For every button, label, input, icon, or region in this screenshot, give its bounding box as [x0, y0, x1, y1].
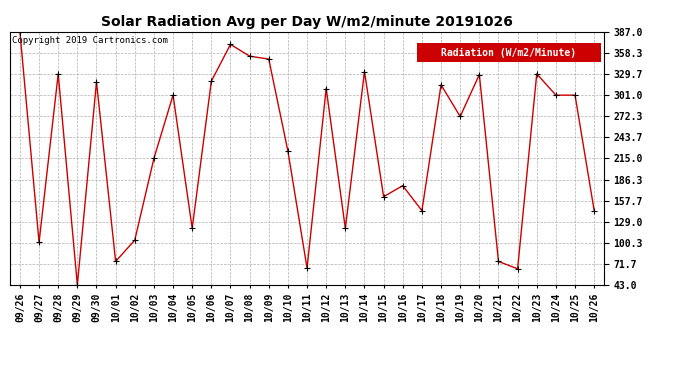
- FancyBboxPatch shape: [417, 43, 601, 62]
- Text: Copyright 2019 Cartronics.com: Copyright 2019 Cartronics.com: [12, 36, 168, 45]
- Title: Solar Radiation Avg per Day W/m2/minute 20191026: Solar Radiation Avg per Day W/m2/minute …: [101, 15, 513, 29]
- Text: Radiation (W/m2/Minute): Radiation (W/m2/Minute): [441, 48, 576, 58]
